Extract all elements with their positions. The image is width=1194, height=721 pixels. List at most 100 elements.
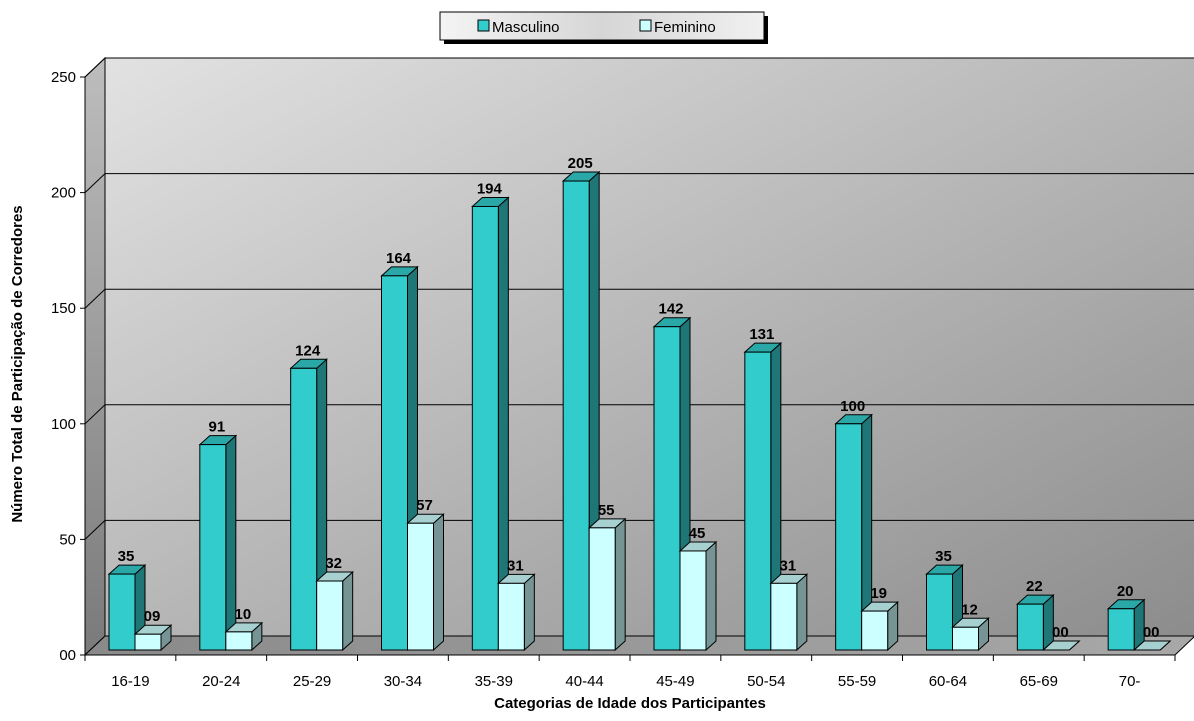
gridline [84, 288, 1194, 309]
y-tick-label: 00 [59, 647, 76, 664]
data-label: 19 [870, 585, 887, 602]
data-label: 124 [295, 342, 321, 359]
bar [951, 617, 990, 652]
data-label: 131 [749, 326, 774, 343]
bar-front [471, 205, 499, 651]
data-label: 10 [234, 606, 251, 623]
legend: Masculino Feminino [439, 11, 768, 44]
legend-box [439, 11, 765, 41]
bar-front [679, 550, 707, 651]
bar-top [1042, 640, 1081, 651]
bar-side [705, 540, 717, 652]
x-tick-label: 35-39 [475, 673, 513, 690]
bar-front [225, 631, 253, 651]
legend-swatch-masculino [477, 19, 490, 32]
x-tick-label: 25-29 [293, 673, 331, 690]
data-label: 164 [386, 250, 412, 267]
x-tick-label: 30-34 [384, 673, 422, 690]
bar-side [796, 573, 808, 652]
data-label: 55 [598, 502, 615, 519]
bar [1016, 594, 1055, 652]
side-wall [84, 56, 106, 657]
x-tick-label: 40-44 [565, 673, 603, 690]
bar-front [770, 582, 798, 651]
bar [1042, 640, 1081, 651]
x-tick-label: 16-19 [111, 673, 149, 690]
bar-front [316, 580, 344, 651]
bar-front [653, 326, 681, 651]
bar-front [861, 610, 889, 651]
bar-front [407, 522, 434, 651]
bar-side [614, 517, 626, 652]
data-labels: 35 91 124 164 194 205 142 131 100 35 22 20 09 10 32 57 3… [118, 155, 1160, 641]
data-label: 100 [840, 398, 865, 415]
back-wall [104, 57, 1194, 637]
bar [406, 513, 445, 652]
x-tick-label: 70- [1119, 673, 1141, 690]
bar [1106, 598, 1146, 652]
bar [678, 540, 718, 652]
bar [860, 600, 899, 652]
bar-front [1016, 603, 1044, 651]
data-label: 194 [477, 180, 503, 197]
legend-label-feminino: Feminino [654, 19, 716, 36]
bar-front [744, 351, 772, 651]
bar [769, 573, 809, 652]
bar-front [497, 582, 525, 651]
x-tick-label: 65-69 [1020, 673, 1058, 690]
axes: 00 50 100 150 200 250 16-19 20-24 25-29 30-34 35-3… [51, 69, 1176, 690]
gridline [84, 519, 1194, 540]
plot-walls [83, 56, 1194, 657]
bar [925, 563, 964, 652]
bar-front [835, 423, 863, 651]
data-label: 91 [208, 419, 225, 436]
x-axis-title: Categorias de Idade dos Participantes [494, 695, 766, 712]
x-tick-label: 45-49 [656, 673, 694, 690]
legend-label-masculino: Masculino [492, 19, 560, 36]
bar-front [926, 573, 953, 651]
y-tick-label: 150 [51, 300, 76, 317]
data-label: 142 [658, 301, 683, 318]
x-tick-label: 50-54 [747, 673, 785, 690]
y-tick-label: 50 [59, 531, 76, 548]
data-label: 12 [961, 601, 978, 618]
bar [133, 624, 173, 652]
x-tick-label: 20-24 [202, 673, 240, 690]
bar [198, 434, 238, 652]
y-tick-label: 250 [51, 69, 76, 86]
data-label: 31 [507, 557, 524, 574]
bar-front [562, 180, 590, 651]
data-label: 32 [325, 555, 342, 572]
data-label: 22 [1026, 578, 1043, 595]
bar-side [523, 573, 535, 652]
data-label: 35 [118, 548, 135, 565]
bar-front [381, 275, 408, 651]
gridline [84, 57, 1194, 78]
gridline [84, 173, 1194, 193]
x-tick-label: 60-64 [929, 673, 967, 690]
gridlines [84, 57, 1194, 540]
bar [587, 517, 627, 652]
bar-front [588, 527, 616, 651]
data-label: 00 [1052, 624, 1069, 641]
legend-swatch-feminino [639, 19, 652, 32]
y-tick-label: 100 [51, 416, 76, 433]
bar [743, 342, 783, 652]
bar-top [1132, 640, 1172, 651]
bar [1132, 640, 1172, 651]
bar [315, 570, 354, 652]
data-label: 20 [1117, 583, 1134, 600]
data-label: 00 [1143, 624, 1160, 641]
bar-front [290, 367, 318, 651]
x-tick-label: 55-59 [838, 673, 876, 690]
data-label: 57 [416, 497, 433, 514]
gridline [84, 404, 1194, 425]
bar-front [108, 573, 136, 651]
y-axis-title: Número Total de Participação de Corredor… [9, 205, 26, 522]
data-label: 205 [568, 155, 593, 172]
bar [471, 196, 510, 652]
bar-front [952, 626, 979, 651]
bar [224, 621, 264, 652]
data-label: 35 [935, 548, 952, 565]
